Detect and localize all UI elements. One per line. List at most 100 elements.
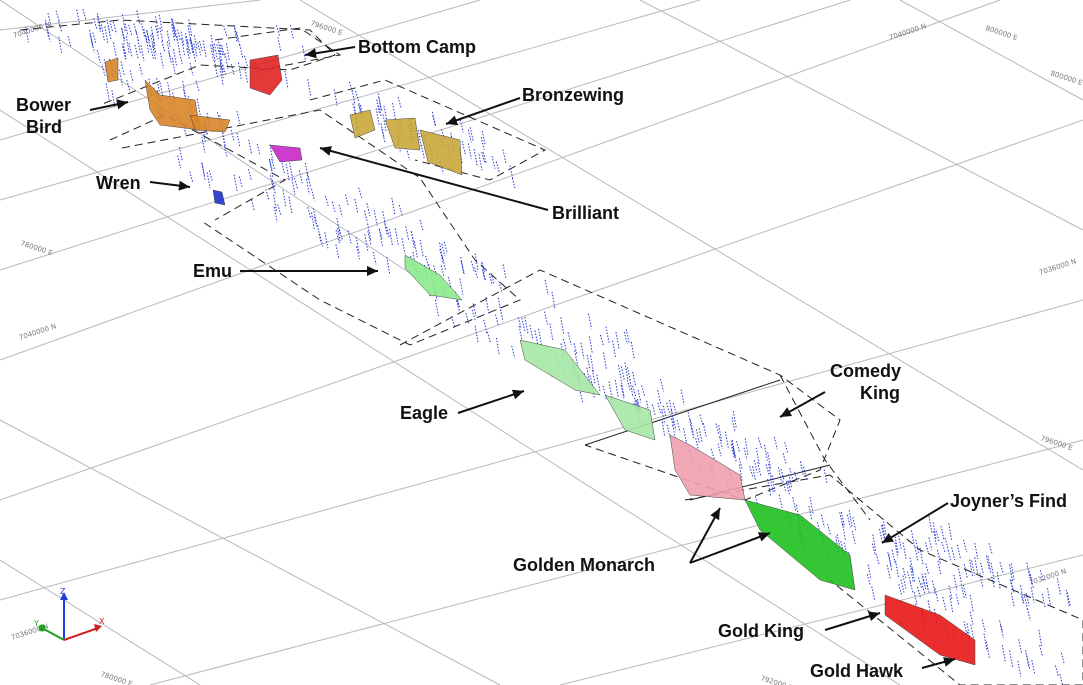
drillhole (177, 155, 182, 169)
drillhole (792, 497, 797, 511)
drillhole (511, 177, 516, 190)
drillhole (347, 230, 352, 244)
drillhole (529, 324, 534, 340)
label-emu: Emu (193, 260, 232, 282)
leader-line (457, 390, 525, 414)
drillhole (208, 170, 213, 182)
grid-line (0, 559, 201, 685)
drillhole (129, 70, 134, 83)
drillhole (1047, 588, 1051, 607)
drillhole (851, 530, 856, 544)
drillhole (481, 261, 486, 273)
drillhole (406, 147, 411, 161)
drillhole (744, 438, 749, 457)
drillhole (928, 537, 933, 550)
leader-arrowhead (710, 508, 720, 521)
drillhole (397, 97, 402, 109)
drillhole (947, 550, 952, 561)
grid-label-east: 780000 E (19, 239, 53, 257)
leader-line (445, 97, 521, 125)
drillhole (222, 64, 227, 76)
drillhole (383, 105, 388, 122)
drillhole (141, 23, 146, 38)
drillhole (495, 161, 500, 173)
drillhole (768, 463, 772, 481)
drillhole (486, 331, 491, 343)
outline-dashed (214, 27, 342, 71)
drillhole (612, 340, 616, 357)
drillhole (690, 419, 694, 436)
grid-label-east: 796000 E (1039, 434, 1073, 452)
drillhole (213, 43, 218, 60)
drillhole (1025, 593, 1030, 606)
drillhole (166, 41, 171, 58)
drillhole (897, 532, 902, 549)
drillhole (979, 573, 984, 589)
drillhole (121, 27, 125, 44)
drillhole (495, 337, 500, 356)
drillhole (236, 132, 241, 147)
label-eagle: Eagle (400, 402, 448, 424)
drillhole (980, 562, 985, 575)
drillhole (763, 444, 768, 461)
drillhole (983, 633, 988, 652)
drillhole (190, 38, 194, 50)
grid-label-east: 780000 E (99, 670, 133, 685)
x-axis-arrowhead (94, 624, 102, 632)
drillhole (784, 442, 789, 453)
drillhole (189, 171, 194, 183)
leader-line (319, 147, 549, 211)
drillhole (626, 367, 631, 381)
drillhole (495, 314, 499, 326)
drillhole (375, 108, 380, 125)
outline-dashed (121, 109, 521, 346)
drillhole (788, 474, 793, 488)
drillhole (588, 336, 593, 355)
drillhole (193, 43, 198, 57)
drillhole (596, 374, 601, 391)
drillhole (1054, 665, 1059, 677)
drillhole (827, 523, 832, 536)
drillhole (107, 25, 112, 41)
drillhole (291, 179, 296, 195)
y-axis-arrowhead (38, 624, 46, 632)
drillhole (932, 522, 937, 540)
drillhole (455, 300, 460, 311)
drillhole (521, 317, 526, 332)
drillhole (381, 128, 386, 144)
label-text: Joyner’s Find (950, 491, 1068, 511)
drillhole (782, 480, 787, 492)
drillhole (823, 469, 828, 485)
grid-line (0, 419, 501, 685)
drillhole (96, 15, 101, 32)
drillhole (425, 255, 430, 268)
drillhole (101, 65, 106, 77)
drillhole (651, 404, 656, 417)
drillhole (605, 326, 610, 343)
drillhole (846, 514, 851, 528)
label-text: Wren (96, 173, 141, 193)
drillhole (237, 62, 242, 80)
drillhole (248, 139, 253, 155)
drillhole (247, 169, 252, 181)
drillhole (918, 577, 922, 589)
drillhole (125, 36, 130, 54)
orebody-bower-bird (189, 114, 231, 133)
drillhole (614, 380, 619, 398)
drillhole (166, 30, 171, 47)
drillhole (224, 53, 229, 69)
drillhole (891, 549, 896, 564)
drillhole (354, 198, 359, 214)
drillhole (780, 468, 785, 481)
drillhole (239, 44, 244, 58)
drillhole (1017, 660, 1022, 677)
orebody-bower-bird (144, 79, 201, 131)
drillhole (517, 317, 522, 329)
leader-arrowhead (320, 146, 332, 156)
drillhole (1039, 570, 1044, 581)
drillhole (118, 69, 123, 86)
drillhole (251, 199, 255, 212)
label-text: Bower (16, 95, 72, 115)
